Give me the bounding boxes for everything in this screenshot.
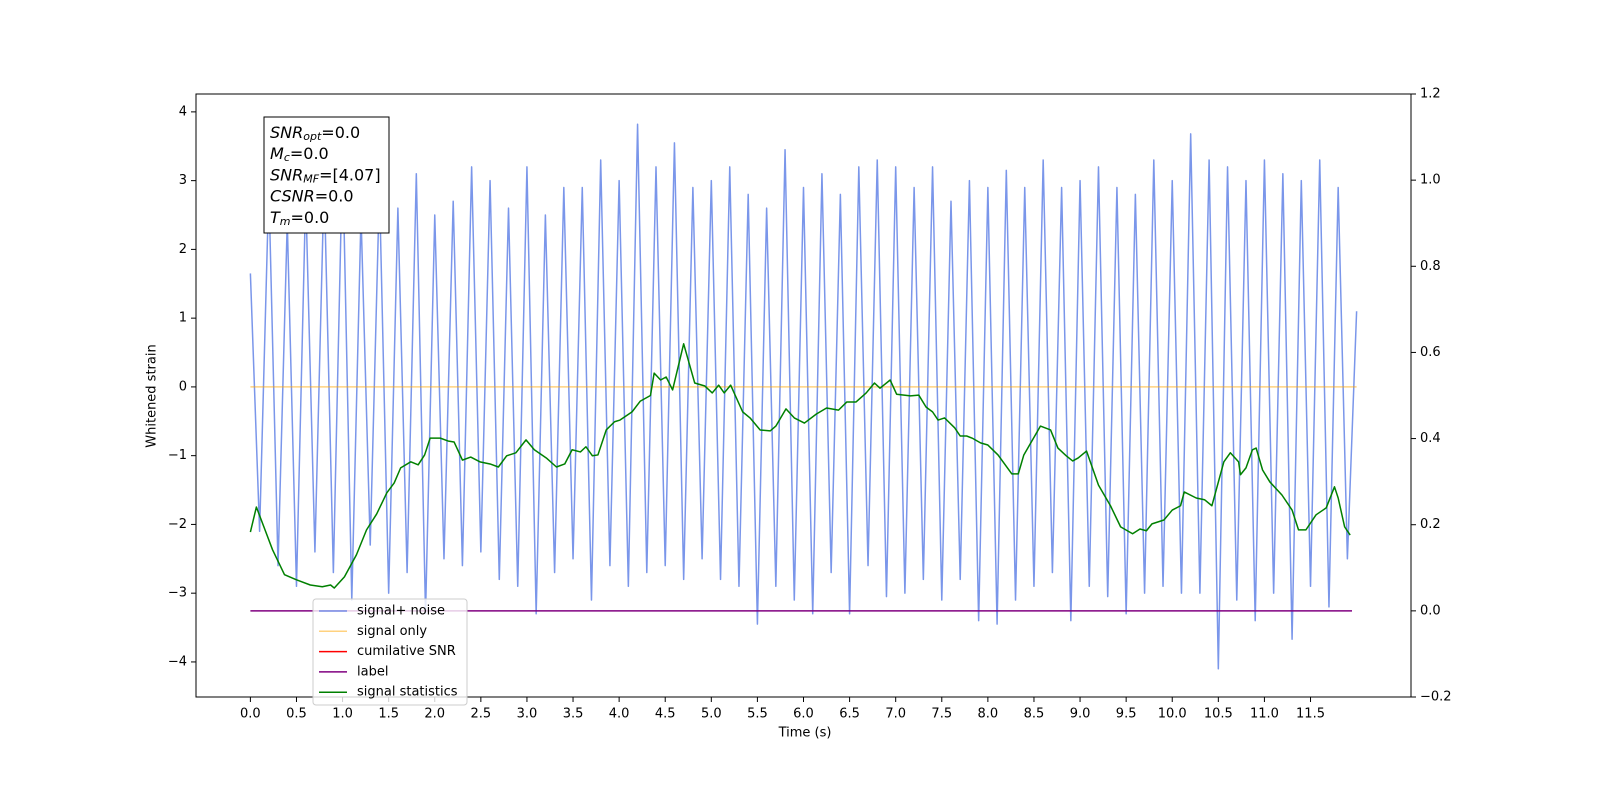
x-tick-label: 8.5 <box>1024 707 1045 722</box>
x-tick-label: 1.5 <box>378 707 399 722</box>
y-tick-label: 2 <box>179 242 187 257</box>
x-tick-label: 6.0 <box>793 707 814 722</box>
x-tick-label: 4.5 <box>655 707 676 722</box>
annotation-text: SNRopt=0.0 <box>270 123 360 144</box>
x-tick-label: 9.5 <box>1116 707 1137 722</box>
y2-tick-label: 1.2 <box>1420 87 1441 102</box>
x-tick-label: 9.0 <box>1070 707 1091 722</box>
series-line <box>249 343 1351 589</box>
y2-tick-label: 0.2 <box>1420 517 1441 532</box>
x-tick-label: 7.0 <box>885 707 906 722</box>
series-line <box>249 123 1358 670</box>
x-tick-label: 11.5 <box>1296 707 1325 722</box>
x-tick-label: 0.5 <box>286 707 307 722</box>
x-tick-label: 2.0 <box>424 707 445 722</box>
legend-label: signal only <box>357 624 427 639</box>
legend-box <box>312 598 468 706</box>
y-tick-label: 1 <box>179 311 187 326</box>
annotation-text: Tm=0.0 <box>270 207 329 228</box>
annotation-box <box>263 116 390 234</box>
annotation-text: CSNR=0.0 <box>270 186 354 205</box>
x-tick-label: 0.0 <box>240 707 261 722</box>
annotation-symbol: CSNR <box>270 186 315 205</box>
y-tick-label: 4 <box>179 104 187 119</box>
legend-label: signal+ noise <box>357 604 445 619</box>
annotation-value: =[4.07] <box>319 165 381 184</box>
x-tick-label: 6.5 <box>839 707 860 722</box>
x-tick-label: 1.0 <box>332 707 353 722</box>
annotation-text: Mc=0.0 <box>270 144 329 165</box>
annotation: SNRopt=0.0Mc=0.0SNRMF=[4.07]CSNR=0.0Tm=0… <box>263 116 390 234</box>
y-axis-label: Whitened strain <box>145 344 160 447</box>
y-tick-label: −3 <box>168 586 187 601</box>
y2-tick-label: 0.6 <box>1420 345 1441 360</box>
y2-tick-label: 0.4 <box>1420 431 1441 446</box>
x-tick-label: 8.0 <box>978 707 999 722</box>
annotation-value: =0.0 <box>290 144 329 163</box>
y-tick-label: −4 <box>168 654 187 669</box>
y-tick-label: 0 <box>179 379 187 394</box>
y2-tick-label: 0.0 <box>1420 603 1441 618</box>
x-tick-label: 2.5 <box>471 707 492 722</box>
annotation-text: SNRMF=[4.07] <box>270 165 381 186</box>
y2-tick-label: 0.8 <box>1420 259 1441 274</box>
legend-label: cumilative SNR <box>357 644 456 659</box>
annotation-symbol: M <box>270 144 284 163</box>
y-tick-label: 3 <box>179 173 187 188</box>
annotation-value: =0.0 <box>291 207 330 226</box>
legend-label: signal statistics <box>357 685 458 700</box>
x-tick-label: 10.0 <box>1158 707 1187 722</box>
annotation-symbol: T <box>270 207 281 226</box>
legend-label: label <box>357 664 388 679</box>
y2-tick-label: −0.2 <box>1420 690 1452 705</box>
annotation-symbol: SNR <box>270 123 303 142</box>
annotation-subscript: m <box>280 215 291 228</box>
x-tick-label: 7.5 <box>931 707 952 722</box>
annotation-value: =0.0 <box>315 186 354 205</box>
y-tick-label: −2 <box>168 517 187 532</box>
x-tick-label: 10.5 <box>1204 707 1233 722</box>
annotation-subscript: c <box>284 151 290 164</box>
y-tick-label: −1 <box>168 448 187 463</box>
x-axis-label: Time (s) <box>778 726 832 741</box>
y2-tick-label: 1.0 <box>1420 173 1441 188</box>
annotation-symbol: SNR <box>270 165 303 184</box>
annotation-subscript: opt <box>303 130 322 143</box>
annotation-value: =0.0 <box>321 123 360 142</box>
x-tick-label: 4.0 <box>609 707 630 722</box>
x-tick-label: 5.5 <box>747 707 768 722</box>
x-tick-label: 3.5 <box>563 707 584 722</box>
x-tick-label: 11.0 <box>1250 707 1279 722</box>
x-tick-label: 5.0 <box>701 707 722 722</box>
annotation-subscript: MF <box>303 172 319 185</box>
x-tick-label: 3.0 <box>517 707 538 722</box>
legend: signal+ noise signal only cumilative SNR la… <box>312 598 468 706</box>
